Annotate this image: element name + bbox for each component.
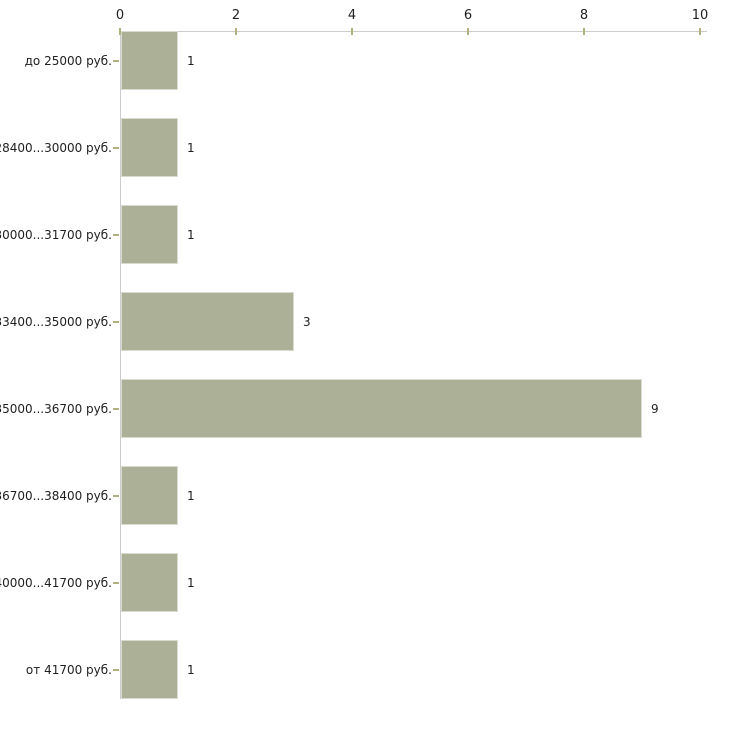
x-axis-tick-mark	[235, 28, 237, 35]
x-axis-tick-label: 2	[231, 8, 241, 23]
bar	[121, 31, 178, 90]
bar-value-label: 9	[651, 401, 659, 416]
category-label: от 41700 руб.	[25, 662, 112, 677]
category-tick-mark	[113, 582, 119, 584]
x-axis-tick-label: 6	[463, 8, 473, 23]
bar	[121, 640, 178, 699]
category-tick-mark	[113, 669, 119, 671]
x-axis-tick-label: 0	[115, 8, 125, 23]
x-axis-tick-mark	[467, 28, 469, 35]
bar-value-label: 1	[187, 227, 195, 242]
category-tick-mark	[113, 495, 119, 497]
category-label: 35000...36700 руб.	[0, 401, 112, 416]
category-tick-mark	[113, 408, 119, 410]
category-label: 30000...31700 руб.	[0, 227, 112, 242]
x-axis-tick-label: 4	[347, 8, 357, 23]
category-label: 40000...41700 руб.	[0, 575, 112, 590]
x-axis-tick-mark	[119, 28, 121, 35]
x-axis-tick-mark	[583, 28, 585, 35]
x-axis-tick-label: 10	[691, 8, 709, 23]
bar-value-label: 1	[187, 53, 195, 68]
bar-value-label: 1	[187, 488, 195, 503]
x-axis-line	[120, 31, 707, 32]
x-axis-tick-label: 8	[579, 8, 589, 23]
category-label: 36700...38400 руб.	[0, 488, 112, 503]
x-axis-tick-mark	[699, 28, 701, 35]
bar	[121, 553, 178, 612]
bar-value-label: 1	[187, 575, 195, 590]
x-axis-tick-mark	[351, 28, 353, 35]
bar-value-label: 1	[187, 662, 195, 677]
category-label: 28400...30000 руб.	[0, 140, 112, 155]
bar	[121, 466, 178, 525]
category-tick-mark	[113, 234, 119, 236]
category-label: 33400...35000 руб.	[0, 314, 112, 329]
bar	[121, 292, 294, 351]
category-label: до 25000 руб.	[24, 53, 112, 68]
bar-value-label: 3	[303, 314, 311, 329]
bar	[121, 379, 642, 438]
bar-value-label: 1	[187, 140, 195, 155]
category-tick-mark	[113, 60, 119, 62]
category-tick-mark	[113, 147, 119, 149]
bar	[121, 118, 178, 177]
bar	[121, 205, 178, 264]
category-tick-mark	[113, 321, 119, 323]
y-axis-line	[120, 31, 121, 699]
